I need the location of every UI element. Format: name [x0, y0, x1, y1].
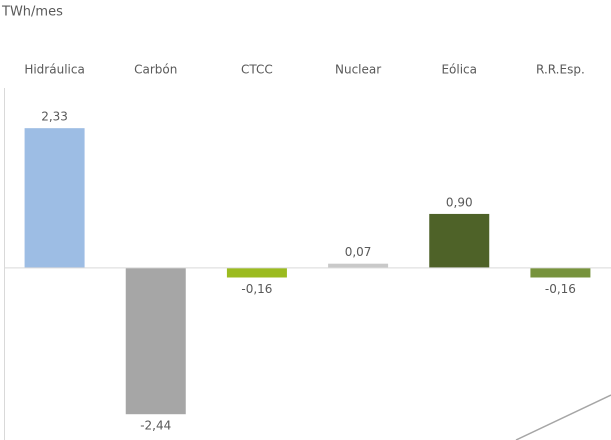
data-label: 0,90: [446, 195, 473, 209]
bar: [328, 263, 389, 268]
category-label: Carbón: [134, 63, 177, 77]
category-label: R.R.Esp.: [536, 63, 585, 77]
unit-label: TWh/mes: [1, 5, 63, 20]
bar: [24, 128, 85, 268]
data-label: 0,07: [345, 245, 372, 259]
bar: [429, 213, 490, 268]
bar: [226, 267, 287, 278]
bar: [530, 267, 591, 278]
category-label: Eólica: [441, 63, 477, 77]
category-label: CTCC: [241, 63, 273, 77]
data-label: -2,44: [140, 419, 171, 433]
decoration-line: [515, 394, 611, 440]
data-label: -0,16: [241, 282, 272, 296]
data-label: 2,33: [41, 110, 68, 124]
category-label: Nuclear: [335, 63, 381, 77]
category-label: Hidráulica: [24, 63, 85, 77]
data-label: -0,16: [545, 282, 576, 296]
bar: [125, 267, 186, 415]
